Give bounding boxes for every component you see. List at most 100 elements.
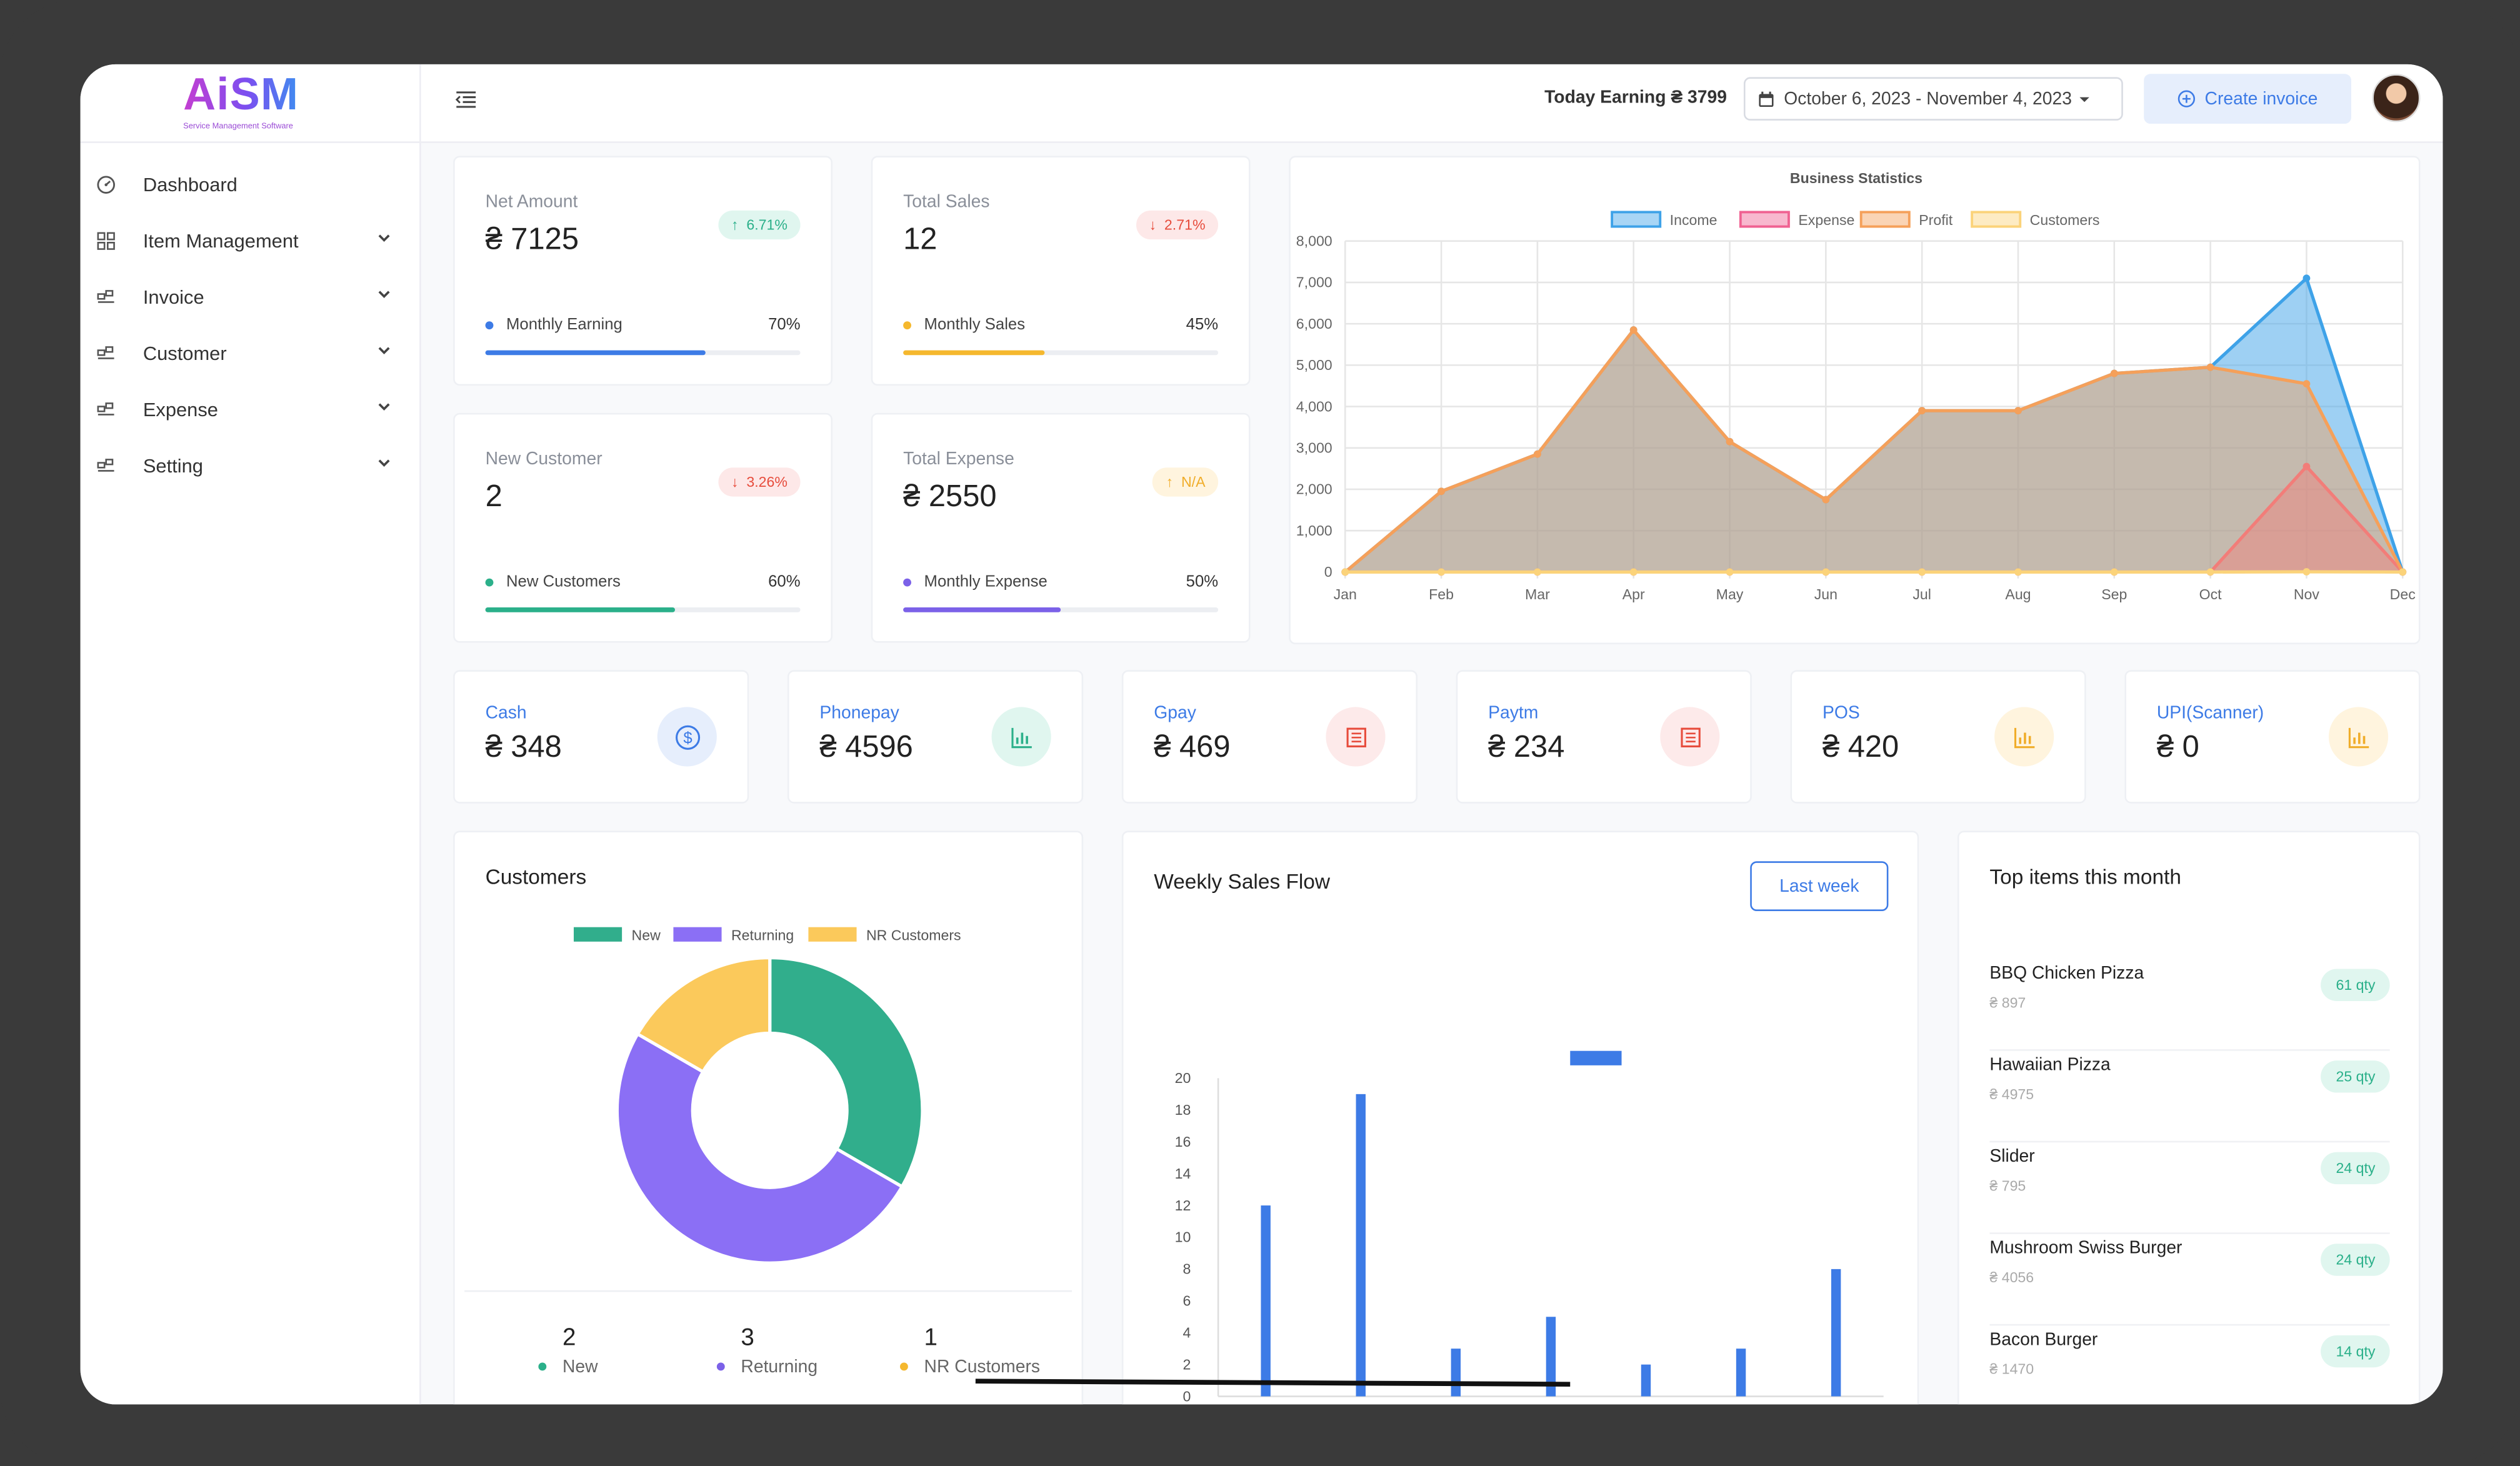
legend-swatch <box>1611 211 1662 228</box>
brand-logo[interactable]: AiSM Service Management Software <box>80 64 420 143</box>
caret-down-icon <box>2079 96 2090 101</box>
user-avatar[interactable] <box>2372 74 2421 122</box>
x-tick-label: Feb <box>1429 586 1454 602</box>
series-line <box>1344 327 2404 574</box>
date-range-value: October 6, 2023 - November 4, 2023 <box>1784 89 2072 109</box>
payment-value: ₴ 348 <box>485 731 562 765</box>
customers-count: 1 <box>924 1324 938 1352</box>
stat-value: ₴ 7125 <box>485 223 579 257</box>
stat-percent: 60% <box>768 573 801 592</box>
legend-label: Profit <box>1919 212 1953 228</box>
list-item[interactable]: Hawaiian Pizza ₴ 4975 25 qty <box>1989 1051 2390 1143</box>
y-tick-label: 20 <box>1175 1070 1191 1086</box>
legend-swatch <box>1570 1050 1622 1065</box>
bar-chart-icon <box>1994 707 2054 767</box>
list-item[interactable]: Slider ₴ 795 24 qty <box>1989 1142 2390 1234</box>
grid-icon <box>96 231 116 250</box>
chevron-down-icon <box>378 234 390 242</box>
chevron-down-icon <box>378 291 390 298</box>
pie-slice <box>635 955 772 1074</box>
legend-dot <box>485 321 494 330</box>
arrow-up-icon: ↑ <box>1166 474 1174 491</box>
data-point <box>2206 568 2214 576</box>
bar <box>1451 1349 1461 1397</box>
y-tick-label: 16 <box>1175 1134 1191 1150</box>
y-tick-label: 1,000 <box>1296 522 1332 539</box>
payment-label: UPI(Scanner) <box>2156 704 2264 724</box>
legend-dot <box>903 321 911 330</box>
data-point <box>1629 568 1638 576</box>
chevron-down-icon <box>378 347 390 354</box>
stat-label: Total Sales <box>903 192 990 212</box>
create-invoice-button[interactable]: Create invoice <box>2144 74 2351 124</box>
dashboard-icon <box>96 174 116 194</box>
bar <box>1261 1205 1271 1397</box>
item-qty-badge: 24 qty <box>2321 1152 2390 1185</box>
sidebar-item-customer[interactable]: Customer <box>81 324 420 381</box>
y-tick-label: 14 <box>1175 1165 1191 1182</box>
payment-card-phonepay: Phonepay ₴ 4596 <box>787 670 1084 804</box>
stat-sub-label: New Customers <box>506 573 621 592</box>
legend-swatch <box>573 927 622 942</box>
data-point <box>2014 568 2022 576</box>
data-point <box>1438 568 1445 576</box>
data-point <box>1533 450 1541 458</box>
sidebar-item-label: Setting <box>142 454 203 477</box>
stat-percent: 70% <box>768 316 801 334</box>
payment-value: ₴ 469 <box>1154 731 1231 765</box>
series-area <box>1345 466 2403 572</box>
sidebar-item-label: Item Management <box>142 229 299 252</box>
progress-track <box>903 350 1219 356</box>
progress-track <box>485 607 801 612</box>
pie-slice <box>768 955 924 1189</box>
progress-fill <box>485 350 706 356</box>
item-name: Slider <box>1989 1147 2035 1167</box>
data-point <box>2302 462 2311 471</box>
menu-toggle-icon[interactable] <box>455 88 478 111</box>
sidebar-item-dashboard[interactable]: Dashboard <box>81 156 420 212</box>
customers-count: 3 <box>741 1324 754 1352</box>
data-point <box>1918 568 1926 576</box>
data-point <box>1822 496 1830 504</box>
customers-footer-divider <box>464 1290 1072 1292</box>
top-items-card: Top items this month BBQ Chicken Pizza ₴… <box>1957 830 2421 1405</box>
data-point <box>1629 326 1638 334</box>
last-week-button[interactable]: Last week <box>1750 861 1889 911</box>
sidebar-item-invoice[interactable]: Invoice <box>81 268 420 324</box>
y-tick-label: 7,000 <box>1296 274 1332 291</box>
list-item[interactable]: Bacon Burger ₴ 1470 14 qty <box>1989 1325 2390 1404</box>
arrow-down-icon: ↓ <box>731 474 739 491</box>
sidebar-item-item-management[interactable]: Item Management <box>81 212 420 268</box>
data-point <box>1726 568 1734 576</box>
customers-type: NR Customers <box>924 1357 1041 1377</box>
sidebar-item-expense[interactable]: Expense <box>81 381 420 437</box>
trend-badge: ↑ N/A <box>1152 467 1219 497</box>
setting-icon <box>96 456 116 475</box>
data-point <box>2014 407 2022 415</box>
sidebar-item-setting[interactable]: Setting <box>81 437 420 493</box>
y-tick-label: 18 <box>1175 1102 1191 1118</box>
legend-label: Income <box>1670 212 1718 228</box>
y-tick-label: 0 <box>1183 1388 1191 1404</box>
stat-sub-label: Monthly Earning <box>506 316 622 334</box>
x-tick-label: Jul <box>1912 586 1931 602</box>
weekly-sales-card: Weekly Sales Flow Last week 0 2 4 6 8 10 12 14 1… <box>1121 830 1919 1405</box>
legend-label: Returning <box>731 927 794 943</box>
date-range-picker[interactable]: October 6, 2023 - November 4, 2023 <box>1743 77 2123 121</box>
payment-card-cash: Cash ₴ 348 $ <box>453 670 749 804</box>
data-point <box>2302 568 2311 576</box>
stat-label: Total Expense <box>903 449 1014 469</box>
bar-chart-icon <box>991 707 1051 767</box>
y-tick-label: 0 <box>1324 564 1332 580</box>
list-item[interactable]: BBQ Chicken Pizza ₴ 897 61 qty <box>1989 959 2390 1051</box>
list-item[interactable]: Mushroom Swiss Burger ₴ 4056 24 qty <box>1989 1234 2390 1326</box>
item-qty-badge: 61 qty <box>2321 969 2390 1001</box>
chart-title: Business Statistics <box>1790 170 1922 186</box>
receipt-icon <box>1326 707 1386 767</box>
data-point <box>1533 568 1541 576</box>
y-tick-label: 2 <box>1183 1356 1191 1372</box>
legend-dot <box>899 1362 908 1371</box>
item-price: ₴ 4975 <box>1989 1086 2034 1102</box>
pie-slice <box>616 1032 904 1265</box>
